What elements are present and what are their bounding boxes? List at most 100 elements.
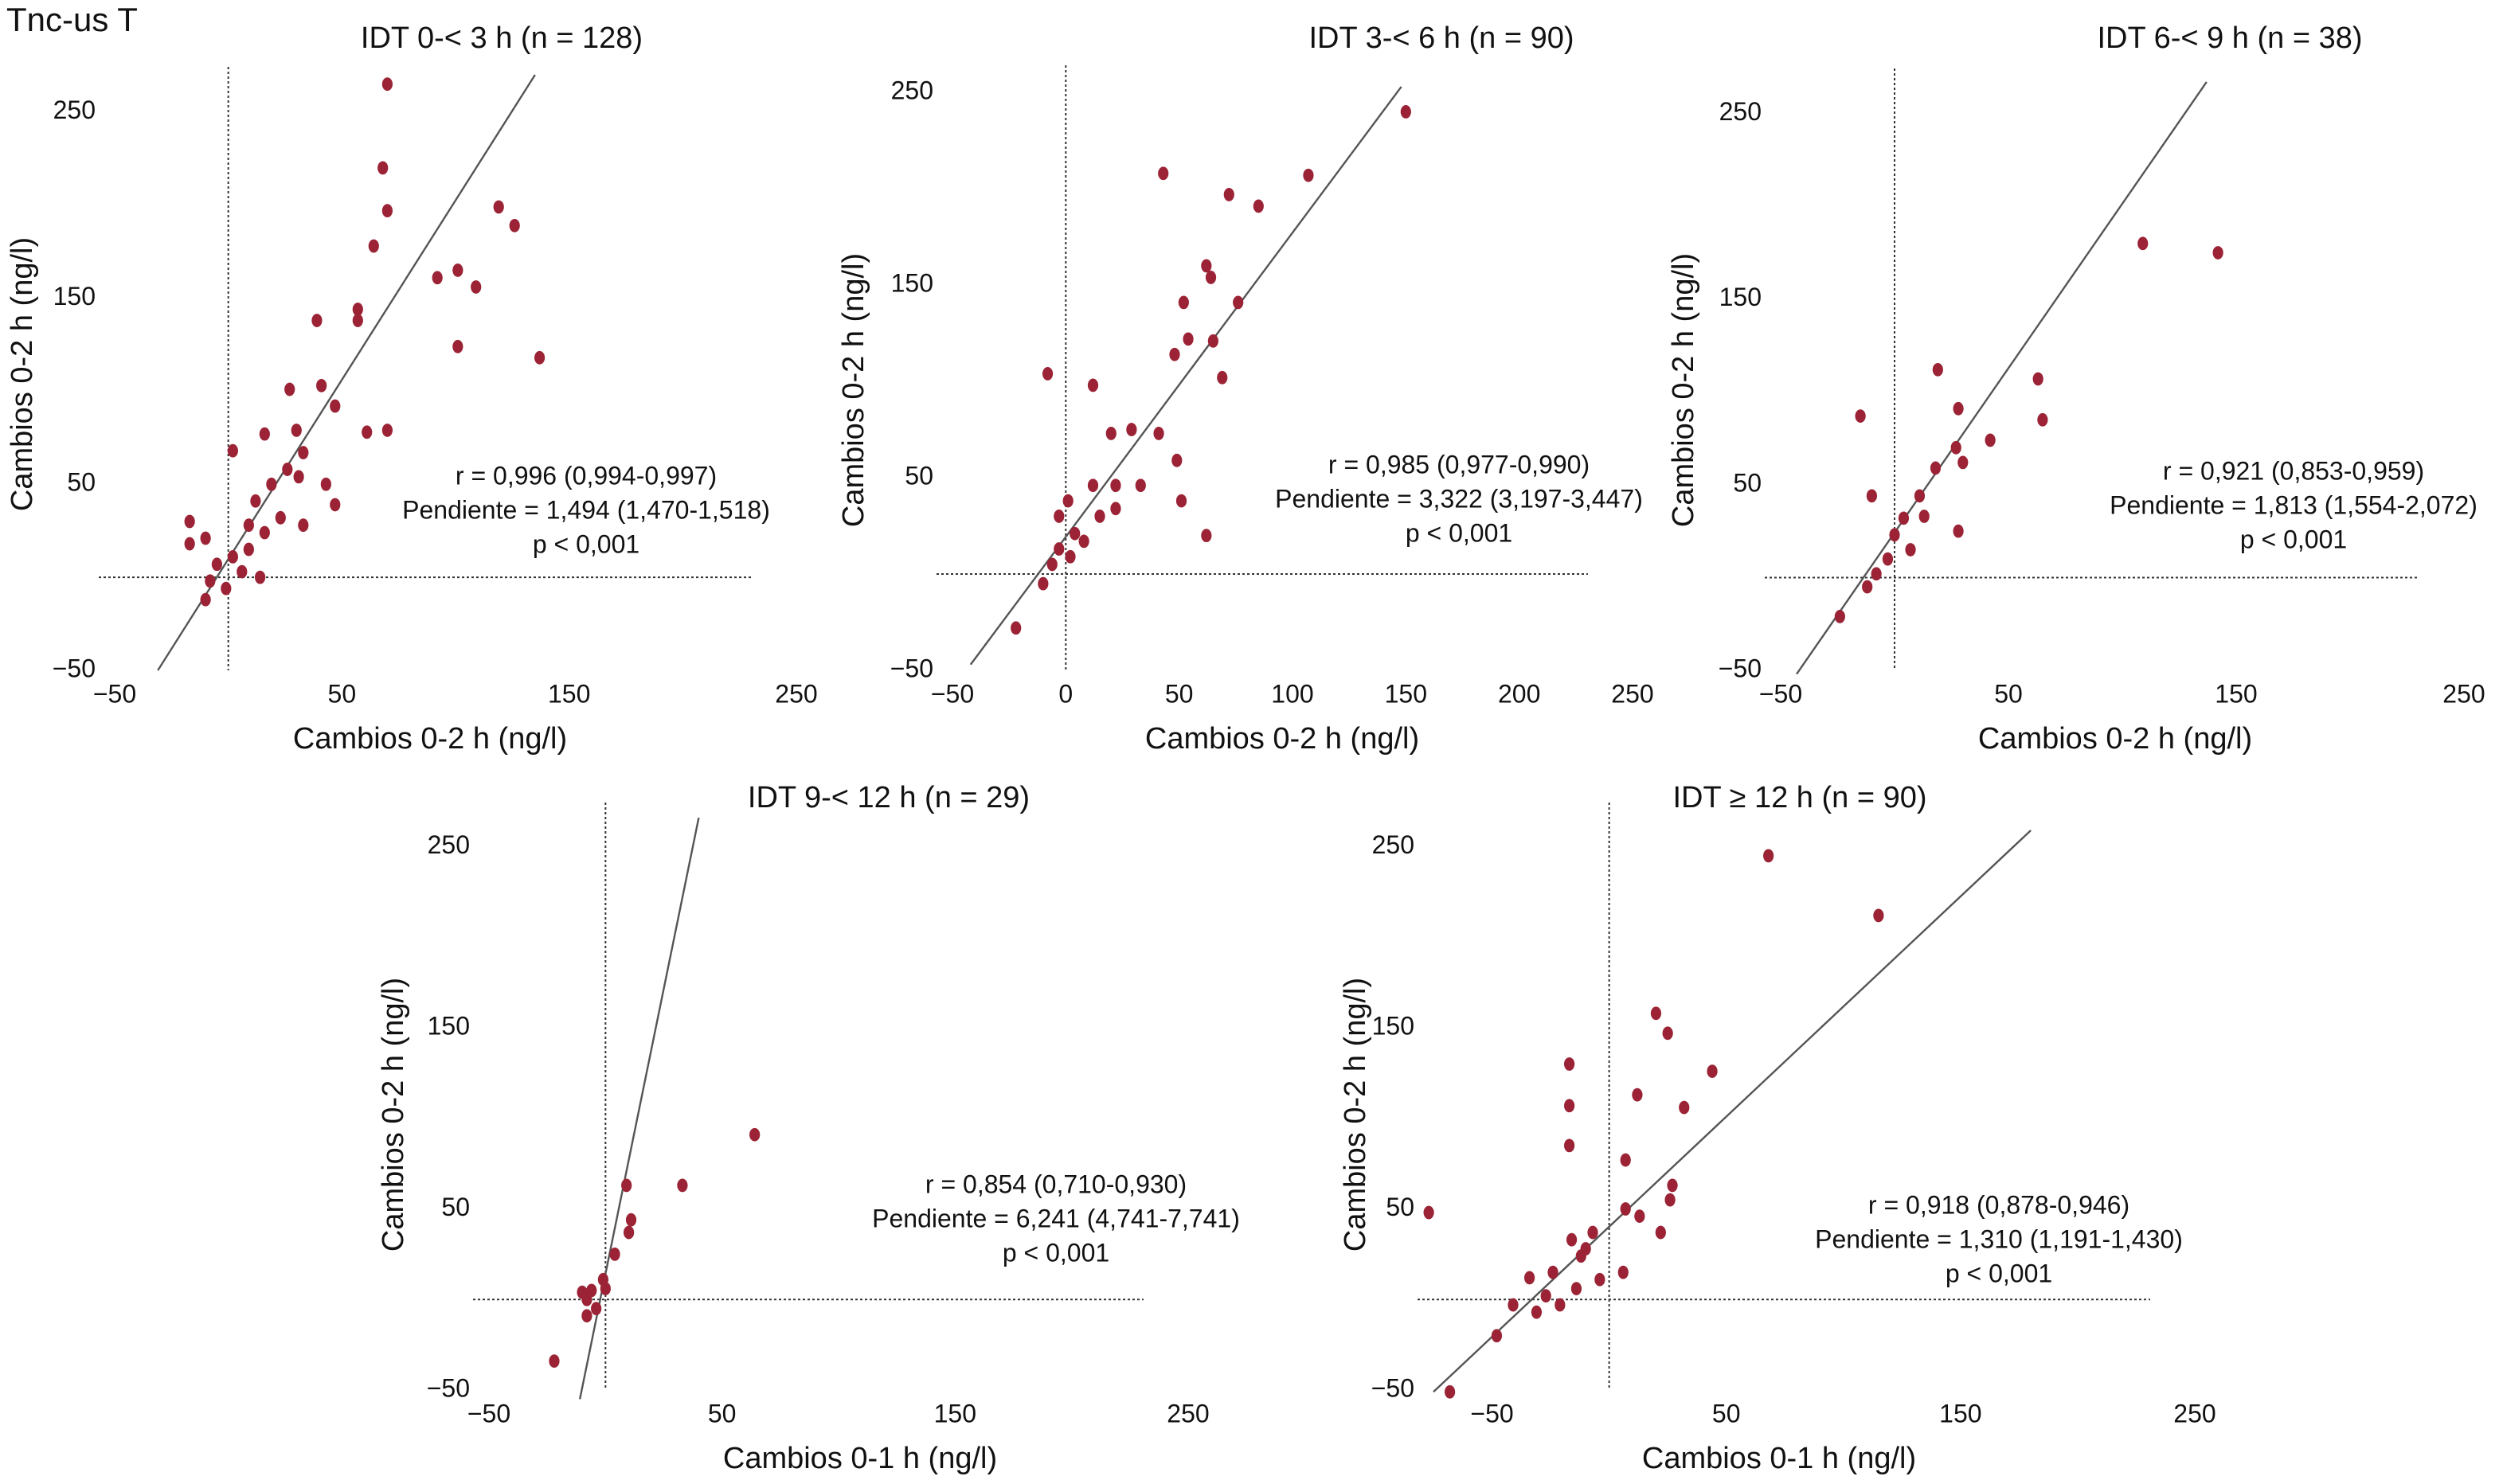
point <box>1046 557 1058 572</box>
chart-title: IDT 0-< 3 h (n = 128) <box>361 21 643 55</box>
point <box>471 280 482 294</box>
point <box>282 463 293 476</box>
point <box>1564 1099 1575 1113</box>
point <box>184 514 195 529</box>
x-axis-label: Cambios 0-2 h (ng/l) <box>293 722 567 756</box>
point <box>1126 423 1137 436</box>
x-tick-label: 150 <box>2215 679 2257 708</box>
point <box>1524 1271 1535 1285</box>
point <box>2037 412 2048 427</box>
y-tick-label: 250 <box>428 830 470 859</box>
x-tick-label: −50 <box>93 679 136 708</box>
point <box>591 1302 602 1316</box>
point <box>1078 534 1089 549</box>
x-tick-label: 100 <box>1271 679 1313 708</box>
fit-line <box>1433 830 2032 1393</box>
point <box>1866 489 1877 503</box>
point <box>1171 453 1183 467</box>
y-tick-label: 150 <box>53 282 96 310</box>
point <box>200 592 211 607</box>
point <box>1634 1209 1645 1223</box>
point <box>255 570 266 584</box>
point <box>1564 1057 1575 1071</box>
point <box>1110 478 1121 493</box>
y-tick-label: 150 <box>891 269 933 298</box>
annotation: p < 0,001 <box>1946 1259 2052 1287</box>
y-tick-label: −50 <box>1371 1373 1414 1402</box>
point <box>1491 1329 1503 1343</box>
y-tick-label: 150 <box>1719 283 1762 311</box>
point <box>1110 502 1121 516</box>
annotation: r = 0,918 (0,878-0,946) <box>1868 1190 2129 1219</box>
annotation: Pendiente = 6,241 (4,741-7,741) <box>872 1204 1240 1232</box>
point <box>1918 510 1930 523</box>
point <box>1617 1265 1629 1279</box>
point <box>577 1285 588 1299</box>
point <box>2032 372 2043 386</box>
y-tick-label: −50 <box>427 1373 470 1402</box>
point <box>432 271 443 285</box>
point <box>243 542 254 556</box>
annotation: Pendiente = 3,322 (3,197-3,447) <box>1275 484 1643 513</box>
point <box>749 1127 761 1142</box>
y-tick-label: 250 <box>1372 830 1414 859</box>
figure-title: Tnc-us T <box>6 1 138 38</box>
y-axis-label: Cambios 0-2 h (ng/l) <box>1339 978 1372 1252</box>
point <box>1201 529 1212 543</box>
point <box>1175 494 1187 508</box>
y-tick-label: 250 <box>53 96 96 124</box>
point <box>1566 1232 1578 1247</box>
point <box>368 239 379 253</box>
x-tick-label: 200 <box>1498 679 1540 708</box>
point <box>1087 478 1099 493</box>
chart-title: IDT ≥ 12 h (n = 90) <box>1672 781 1926 814</box>
point <box>625 1213 637 1227</box>
point <box>600 1282 611 1295</box>
y-tick-label: 50 <box>1733 468 1762 497</box>
annotation: p < 0,001 <box>533 529 639 558</box>
y-tick-label: −50 <box>53 654 96 682</box>
point <box>1570 1282 1582 1295</box>
point <box>200 531 211 545</box>
point <box>1094 510 1105 523</box>
point <box>1834 609 1845 623</box>
point <box>320 477 331 491</box>
point <box>1178 295 1189 310</box>
point <box>1423 1205 1434 1220</box>
point <box>1898 511 1910 525</box>
x-tick-label: 50 <box>1712 1399 1741 1427</box>
point <box>1400 104 1411 119</box>
point <box>1169 347 1180 361</box>
point <box>352 314 363 327</box>
chart-title: IDT 6-< 9 h (n = 38) <box>2097 21 2362 55</box>
point <box>581 1309 592 1323</box>
point <box>1620 1202 1631 1216</box>
point <box>1655 1225 1666 1240</box>
y-tick-label: 150 <box>1372 1011 1414 1040</box>
point <box>1632 1088 1643 1102</box>
point <box>452 264 463 277</box>
point <box>250 494 261 508</box>
fit-line <box>578 817 700 1400</box>
fit-line <box>1796 81 2208 675</box>
point <box>381 204 393 218</box>
point <box>1303 168 1314 182</box>
fit-line <box>157 74 536 671</box>
point <box>1223 188 1234 201</box>
annotation: p < 0,001 <box>1406 518 1512 547</box>
point <box>205 574 216 588</box>
point <box>1953 401 1964 416</box>
point <box>1038 576 1049 591</box>
point <box>259 525 270 540</box>
point <box>184 537 195 551</box>
point <box>237 564 248 579</box>
point <box>549 1354 560 1368</box>
x-tick-label: 250 <box>2442 679 2485 708</box>
point <box>2137 236 2149 251</box>
point <box>1183 332 1194 346</box>
point <box>1233 295 1244 310</box>
point <box>1540 1289 1551 1303</box>
point <box>1105 427 1117 440</box>
point <box>291 424 302 437</box>
